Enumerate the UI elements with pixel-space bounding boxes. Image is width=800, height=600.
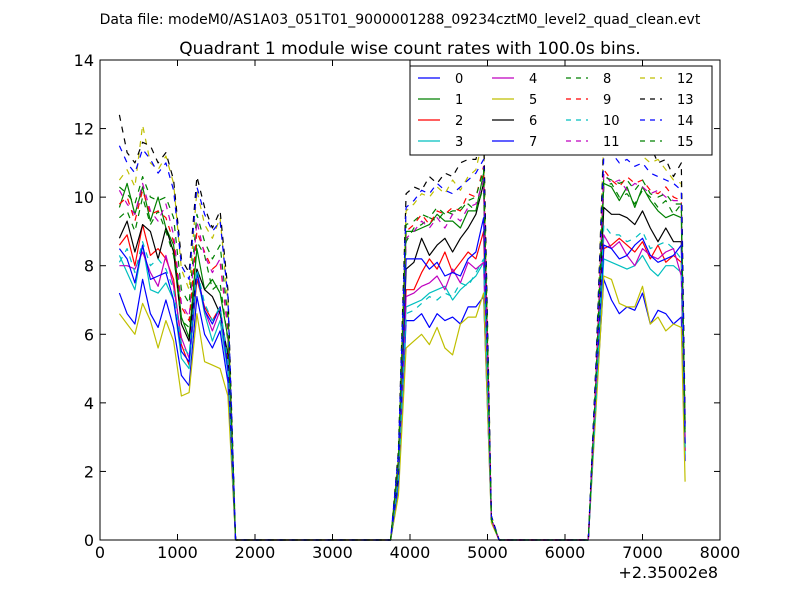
legend-label-1: 1 <box>455 93 463 108</box>
legend-label-14: 14 <box>677 114 694 129</box>
x-tick-label: 5000 <box>467 543 508 562</box>
plot-lines <box>118 110 686 541</box>
chart-title: Quadrant 1 module wise count rates with … <box>179 39 640 59</box>
legend-label-7: 7 <box>529 135 537 150</box>
x-offset-label: +2.35002e8 <box>618 563 718 582</box>
x-tick-label: 7000 <box>622 543 663 562</box>
legend-label-5: 5 <box>529 93 537 108</box>
y-tick-label: 4 <box>84 394 94 413</box>
series-line-3 <box>118 244 686 541</box>
x-tick-label: 4000 <box>390 543 431 562</box>
x-tick-label: 0 <box>95 543 105 562</box>
x-tick-label: 8000 <box>700 543 741 562</box>
series-line-10 <box>118 224 686 541</box>
y-tick-label: 14 <box>74 51 94 70</box>
figure-suptitle: Data file: modeM0/AS1A03_051T01_90000012… <box>100 12 701 28</box>
legend-label-9: 9 <box>603 93 611 108</box>
legend-label-12: 12 <box>677 72 694 87</box>
x-tick-label: 1000 <box>157 543 198 562</box>
series-line-5 <box>118 275 686 541</box>
legend-label-4: 4 <box>529 72 537 87</box>
legend-frame <box>409 65 713 156</box>
series-line-11 <box>118 172 686 541</box>
series-line-8 <box>119 182 686 541</box>
series-line-9 <box>118 165 686 541</box>
legend-label-10: 10 <box>603 114 620 129</box>
y-tick-label: 8 <box>84 257 94 276</box>
y-tick-label: 10 <box>74 188 94 207</box>
legend-label-15: 15 <box>677 135 694 150</box>
series-line-7 <box>118 217 686 541</box>
series-line-6 <box>118 182 686 541</box>
y-tick-label: 12 <box>74 120 94 139</box>
series-line-12 <box>118 124 686 541</box>
series-line-14 <box>118 145 686 541</box>
legend-label-2: 2 <box>455 114 463 129</box>
series-line-4 <box>119 234 686 541</box>
legend-label-3: 3 <box>455 135 463 150</box>
series-line-15 <box>119 169 686 541</box>
legend-label-11: 11 <box>603 135 620 150</box>
series-line-2 <box>118 224 686 541</box>
legend-label-6: 6 <box>529 114 537 129</box>
legend-label-0: 0 <box>455 72 463 87</box>
axes: 0 1000 2000 3000 4000 5000 6000 7000 80000246810… <box>74 51 741 562</box>
y-tick-label: 2 <box>84 462 94 481</box>
x-tick-label: 3000 <box>312 543 353 562</box>
y-tick-label: 0 <box>84 531 94 550</box>
x-tick-label: 2000 <box>235 543 276 562</box>
x-tick-label: 6000 <box>545 543 586 562</box>
series-line-13 <box>118 110 686 541</box>
legend-label-8: 8 <box>603 72 611 87</box>
legend-label-13: 13 <box>677 93 694 108</box>
y-tick-label: 6 <box>84 325 94 344</box>
